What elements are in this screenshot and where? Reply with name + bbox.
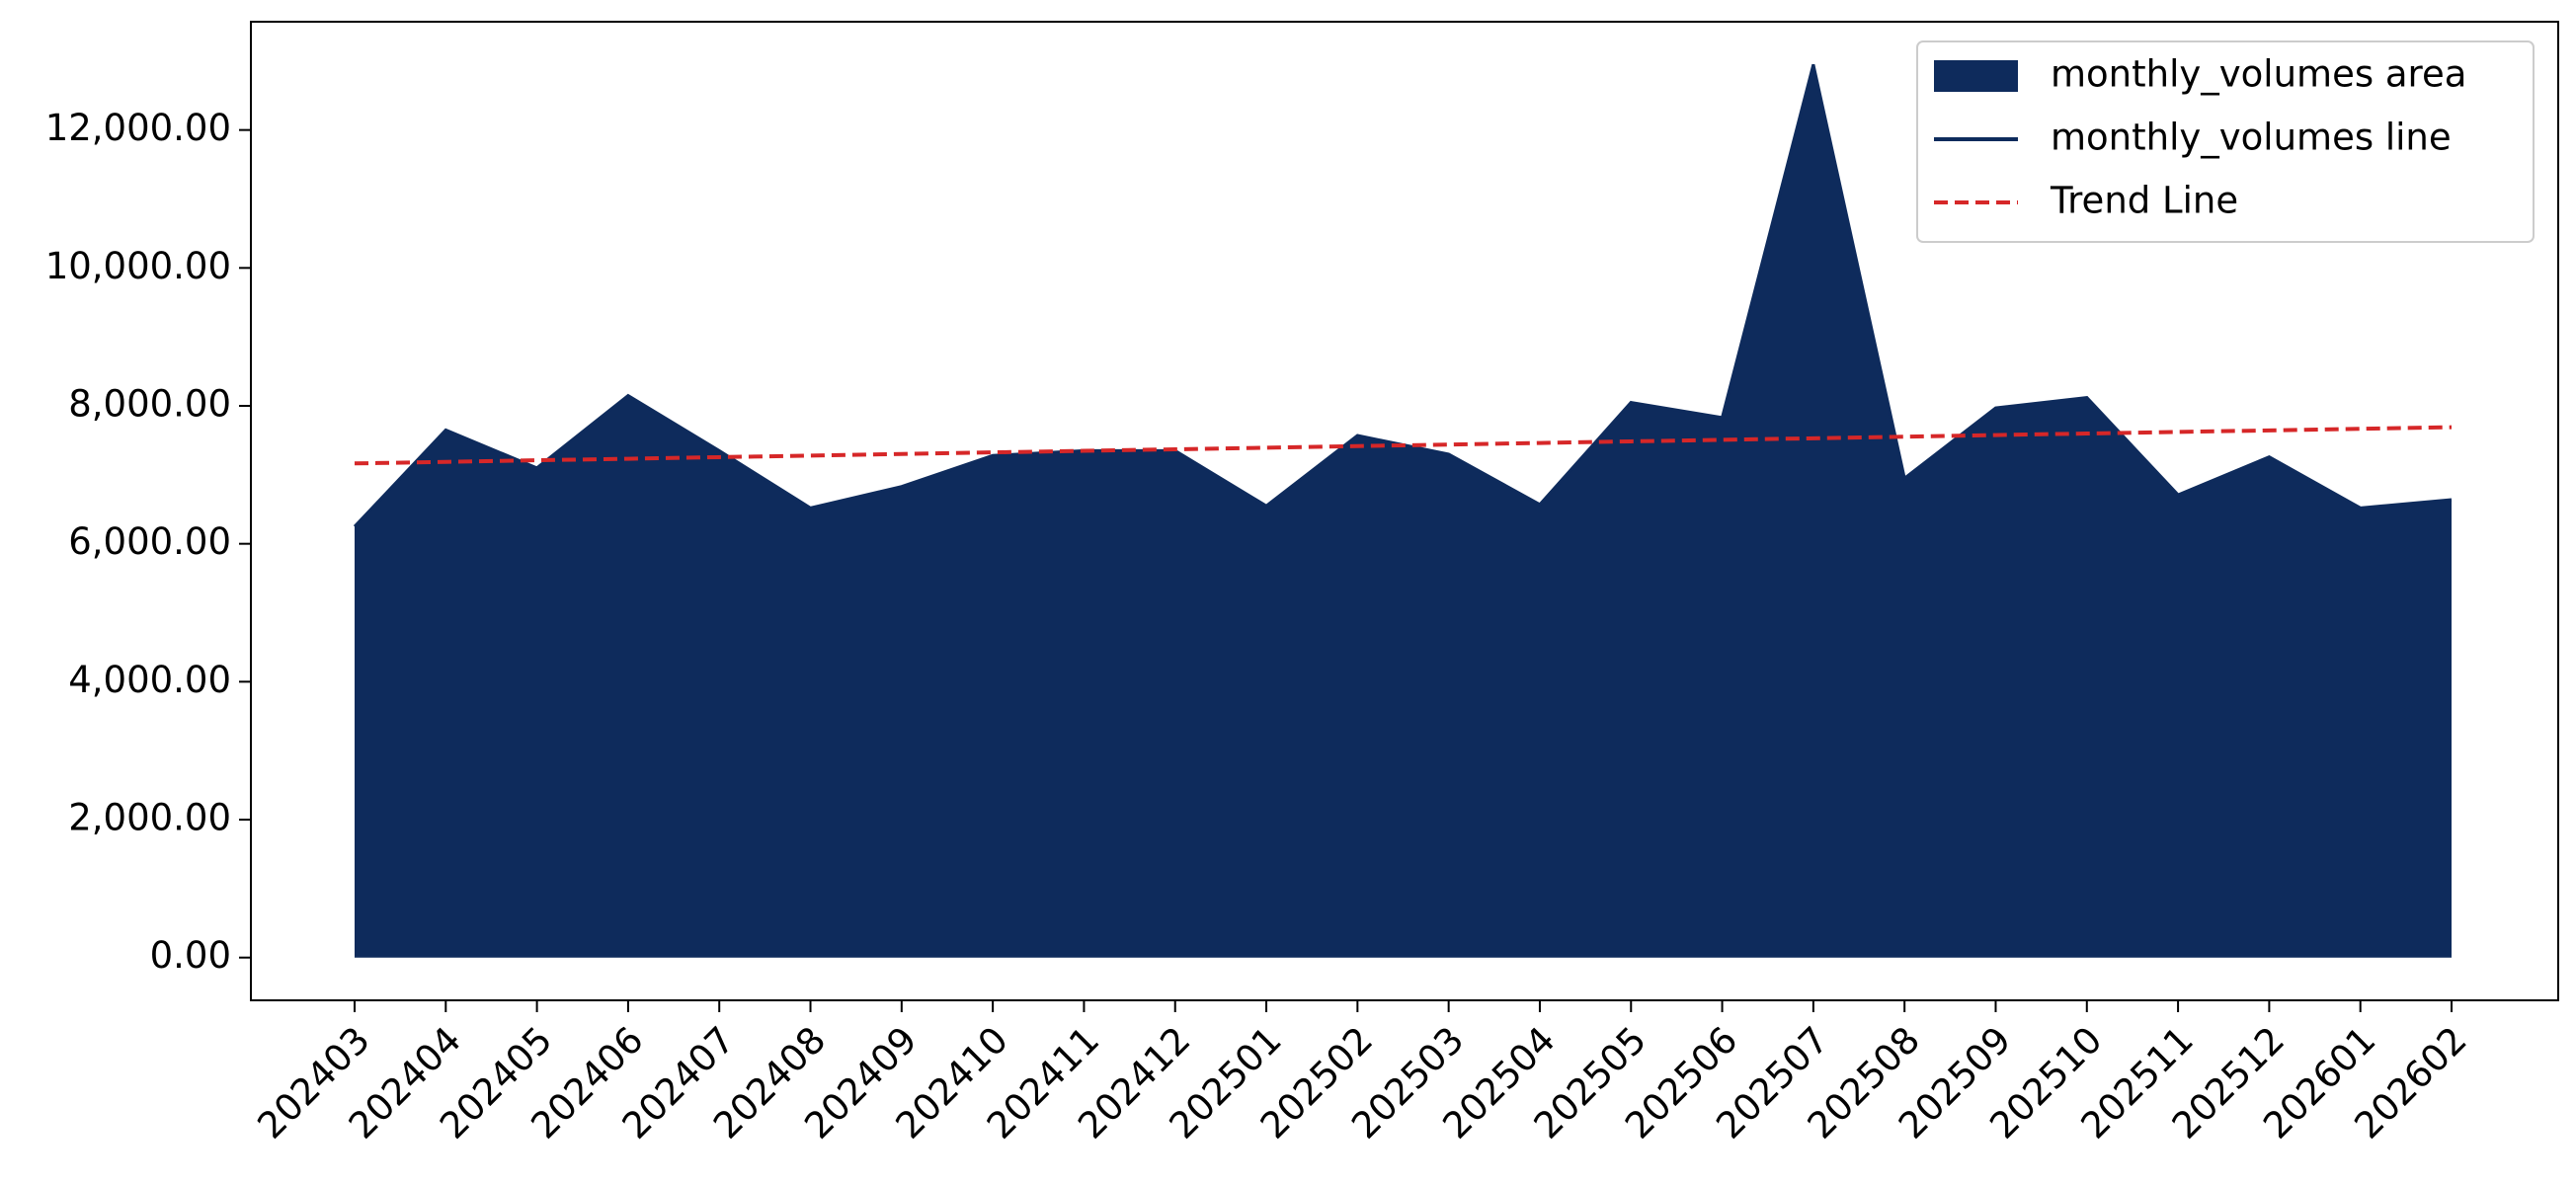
- y-tick-label: 6,000.00: [68, 520, 231, 563]
- area: [355, 64, 2452, 958]
- legend-label: monthly_volumes area: [2051, 53, 2466, 96]
- legend-swatch: [1934, 60, 2018, 92]
- y-tick-label: 2,000.00: [68, 797, 231, 839]
- plot-frame: [250, 21, 2559, 1001]
- legend-box: [1916, 40, 2535, 243]
- y-tick-label: 10,000.00: [45, 245, 231, 287]
- legend: monthly_volumes area monthly_volumes line…: [1916, 40, 2535, 243]
- y-tick-label: 8,000.00: [68, 382, 231, 425]
- y-tick-label: 0.00: [150, 934, 231, 977]
- trend-line: [354, 425, 2453, 466]
- legend-label: monthly_volumes line: [2051, 117, 2452, 159]
- legend-label: Trend Line: [2050, 180, 2238, 222]
- y-tick-label: 12,000.00: [45, 107, 231, 149]
- y-tick-label: 4,000.00: [68, 659, 231, 701]
